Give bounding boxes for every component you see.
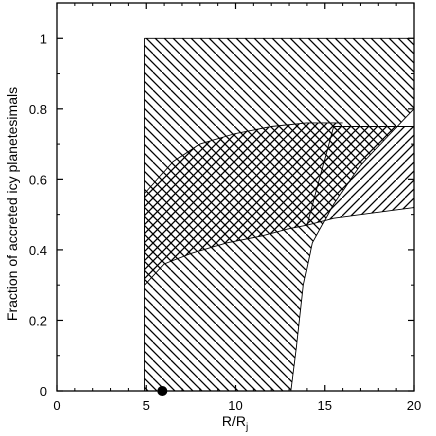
x-axis-title-main: R/R	[222, 413, 246, 429]
y-tick-label: 0.4	[29, 243, 47, 258]
x-tick-label: 5	[143, 398, 150, 413]
x-tick-label: 15	[318, 398, 332, 413]
region-3-left-edge	[306, 126, 335, 226]
y-axis-ticks: 0 0.2 0.4 0.6 0.8 1	[29, 2, 414, 399]
hatched-region-2	[144, 122, 343, 286]
x-tick-label: 0	[53, 398, 60, 413]
marker-point	[157, 386, 168, 396]
y-axis-title: Fraction of accreted icy planetesimals	[4, 87, 20, 321]
y-tick-label: 0.6	[29, 172, 47, 187]
x-axis-title-subscript: j	[245, 422, 248, 433]
markers	[157, 386, 168, 396]
x-axis-title: R/Rj	[222, 413, 248, 433]
region-1-lower-boundary	[144, 108, 414, 391]
y-tick-label: 1	[40, 31, 47, 46]
y-tick-label: 0.8	[29, 102, 47, 117]
region-2-upper-boundary	[144, 122, 343, 194]
hatched-region-3	[306, 126, 414, 226]
region-2-lower-boundary	[144, 224, 307, 286]
x-tick-label: 20	[407, 398, 421, 413]
y-tick-label: 0	[40, 384, 47, 399]
hatched-regions	[144, 38, 414, 391]
y-tick-label: 0.2	[29, 313, 47, 328]
x-tick-label: 10	[228, 398, 242, 413]
region-3-lower-boundary	[306, 207, 414, 226]
region-boundaries	[144, 37, 414, 391]
